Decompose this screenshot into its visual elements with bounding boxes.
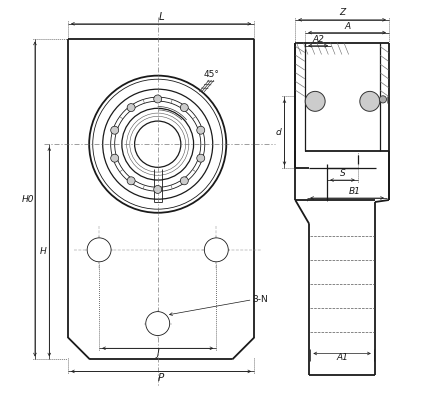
Text: A1: A1 [336, 353, 348, 362]
Circle shape [127, 104, 135, 112]
Circle shape [111, 126, 119, 134]
Text: S: S [340, 169, 346, 178]
Text: H: H [39, 247, 47, 256]
Text: P: P [158, 373, 164, 383]
Circle shape [305, 91, 325, 111]
Text: J: J [156, 349, 159, 358]
Circle shape [360, 91, 380, 111]
Circle shape [146, 312, 170, 336]
Circle shape [180, 177, 188, 185]
Circle shape [87, 238, 111, 262]
Circle shape [204, 238, 228, 262]
Circle shape [127, 177, 135, 185]
Text: A2: A2 [312, 35, 324, 44]
Circle shape [154, 186, 162, 194]
Text: A: A [344, 22, 350, 31]
Text: 45°: 45° [204, 70, 219, 79]
Circle shape [197, 126, 205, 134]
Text: L: L [158, 12, 164, 22]
Text: H0: H0 [22, 194, 34, 204]
Circle shape [180, 104, 188, 112]
Circle shape [111, 154, 119, 162]
Text: d: d [275, 128, 281, 137]
Text: B1: B1 [349, 187, 361, 196]
Circle shape [197, 154, 205, 162]
Text: Z: Z [339, 8, 345, 17]
Circle shape [154, 95, 162, 103]
Text: 3-N: 3-N [253, 295, 268, 304]
Circle shape [379, 96, 387, 103]
